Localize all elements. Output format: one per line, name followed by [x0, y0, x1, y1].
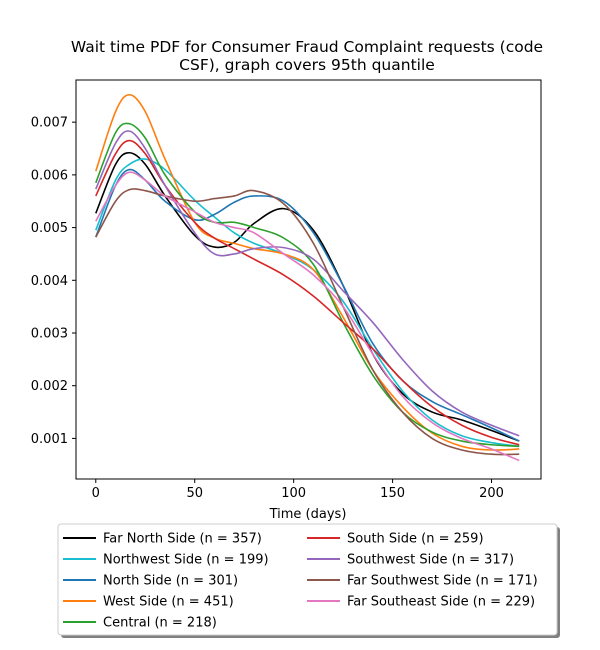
legend-label-1: Northwest Side (n = 199)	[103, 553, 269, 568]
series-line-3	[95, 93, 520, 451]
y-tick-label-2: 0.003	[31, 326, 68, 341]
y-tick-label-5: 0.006	[31, 168, 68, 183]
legend-label-7: Far Southwest Side (n = 171)	[347, 574, 538, 589]
series-line-5	[95, 139, 520, 446]
x-tick-label-3: 150	[380, 486, 405, 501]
x-axis: 0 50 100 150 200	[92, 479, 504, 501]
series-line-2	[95, 168, 520, 442]
series-line-7	[95, 188, 520, 456]
legend-label-3: West Side (n = 451)	[103, 595, 234, 610]
legend-label-5: South Side (n = 259)	[347, 532, 484, 547]
legend-label-4: Central (n = 218)	[103, 616, 217, 631]
x-tick-label-2: 100	[281, 486, 306, 501]
y-axis: 0.001 0.002 0.003 0.004 0.005 0.006 0.007	[31, 116, 76, 447]
series-line-0	[95, 151, 520, 442]
plot-frame	[75, 79, 542, 480]
x-tick-label-4: 200	[479, 486, 504, 501]
series-line-1	[95, 158, 520, 448]
y-tick-label-1: 0.002	[31, 379, 68, 394]
legend-label-6: Southwest Side (n = 317)	[347, 553, 514, 568]
x-tick-label-0: 0	[92, 486, 100, 501]
chart-title-line-2: CSF), graph covers 95th quantile	[179, 56, 435, 74]
y-tick-label-6: 0.007	[31, 116, 68, 131]
series-line-6	[95, 130, 520, 437]
x-axis-label: Time (days)	[269, 507, 347, 522]
legend: Far North Side (n = 357) Northwest Side (…	[57, 523, 560, 638]
legend-label-8: Far Southeast Side (n = 229)	[347, 595, 535, 610]
chart-title-line-1: Wait time PDF for Consumer Fraud Complai…	[71, 38, 543, 56]
series-layer	[95, 93, 520, 462]
y-tick-label-0: 0.001	[31, 432, 68, 447]
legend-label-0: Far North Side (n = 357)	[103, 532, 262, 547]
legend-label-2: North Side (n = 301)	[103, 574, 238, 589]
x-tick-label-1: 50	[186, 486, 203, 501]
series-line-8	[95, 171, 520, 462]
y-tick-label-4: 0.005	[31, 221, 68, 236]
y-tick-label-3: 0.004	[31, 274, 68, 289]
series-line-4	[95, 122, 520, 448]
